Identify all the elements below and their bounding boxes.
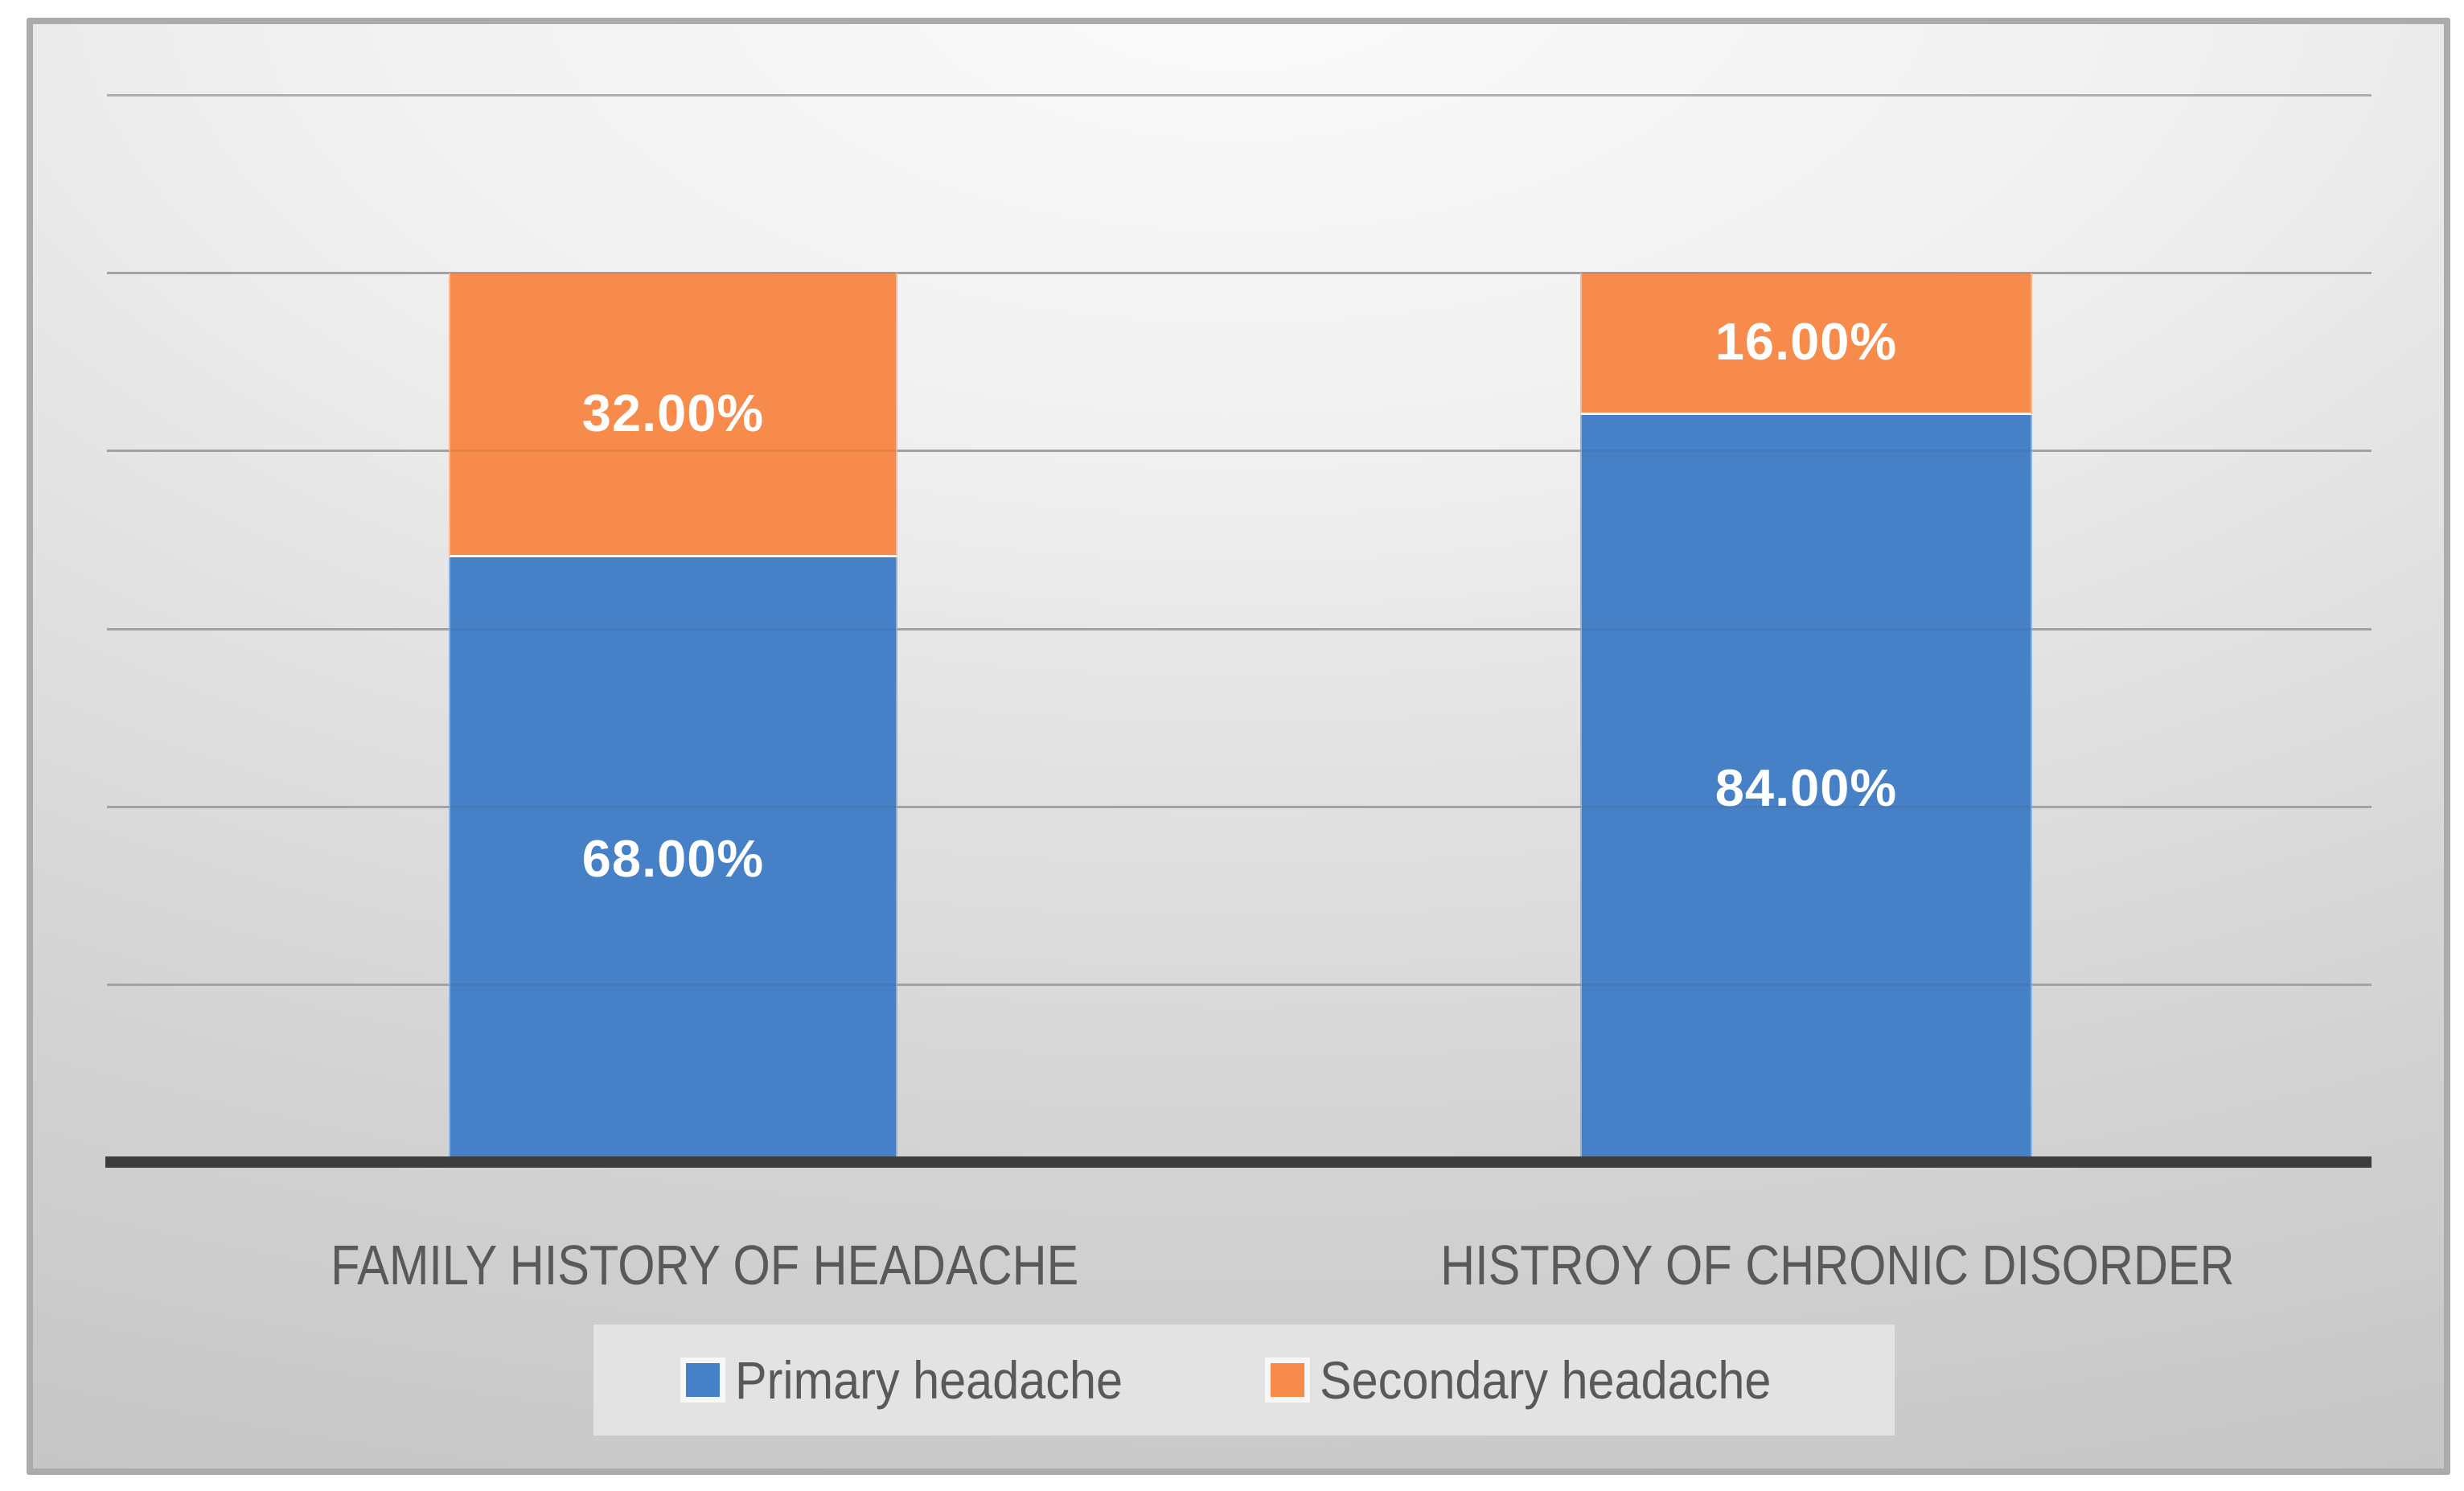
gridline (107, 94, 2372, 97)
gridline (107, 450, 2372, 452)
bar-segment-primary-headache: 84.00% (1580, 415, 2032, 1162)
gridline (107, 984, 2372, 986)
gridline-overlay (107, 806, 2372, 808)
bar-data-label: 68.00% (581, 829, 765, 888)
chart-frame: 68.00% 32.00% 84.00% 16.00% FAMILY HISTORY … (27, 18, 2450, 1475)
bar-segment-primary-headache: 68.00% (449, 557, 897, 1162)
legend-item-secondary-headache: Secondary headache (1271, 1325, 1821, 1436)
bar-data-label: 16.00% (1715, 312, 1898, 371)
x-axis-line (105, 1156, 2372, 1168)
legend-label: Secondary headache (1320, 1350, 1772, 1410)
gridline (107, 628, 2372, 630)
legend: Primary headache Secondary headache (593, 1325, 1895, 1436)
gridline-overlay (107, 450, 2372, 452)
category-label-text: HISTROY OF CHRONIC DISORDER (1440, 1234, 2235, 1296)
gridline (107, 272, 2372, 274)
bar-data-label: 84.00% (1715, 758, 1898, 817)
gridline-overlay (107, 984, 2372, 986)
bar-segment-secondary-headache: 16.00% (1580, 273, 2032, 415)
plot-area: 68.00% 32.00% 84.00% 16.00% (33, 24, 2444, 1468)
category-label-family-history: FAMILY HISTORY OF HEADACHE (101, 1228, 1308, 1302)
legend-swatch-secondary-icon (1271, 1363, 1304, 1397)
legend-label: Primary headache (735, 1350, 1123, 1410)
legend-item-primary-headache: Primary headache (686, 1325, 1166, 1436)
bar-data-label: 32.00% (581, 383, 765, 442)
gridline-overlay (107, 628, 2372, 630)
bar-segment-secondary-headache: 32.00% (449, 273, 897, 557)
category-label-text: FAMILY HISTORY OF HEADACHE (330, 1234, 1079, 1296)
category-label-chronic-disorder: HISTROY OF CHRONIC DISORDER (1234, 1228, 2441, 1302)
legend-swatch-primary-icon (686, 1363, 720, 1397)
gridline (107, 806, 2372, 808)
gridline-overlay (107, 272, 2372, 274)
